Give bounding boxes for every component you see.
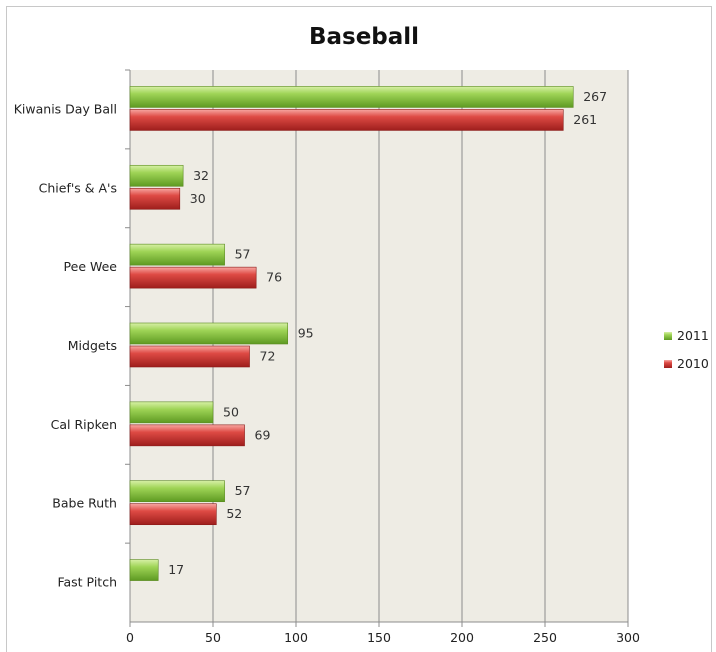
legend-label: 2011 (677, 328, 709, 343)
category-label: Kiwanis Day Ball (14, 101, 117, 116)
category-label: Midgets (68, 338, 117, 353)
bar-2011 (129, 559, 159, 581)
data-label: 32 (193, 168, 209, 183)
bar-2010 (129, 503, 217, 526)
x-tick-label: 200 (450, 630, 474, 645)
x-tick-label: 50 (205, 630, 221, 645)
category-label: Fast Pitch (57, 575, 117, 590)
data-label: 52 (226, 506, 242, 521)
x-tick-label: 150 (367, 630, 391, 645)
category-label: Chief's & A's (39, 180, 117, 195)
data-label: 72 (260, 349, 276, 364)
bar-2010 (129, 187, 181, 210)
chart-title: Baseball (309, 24, 419, 50)
legend-swatch-2011 (664, 332, 672, 340)
data-label: 17 (168, 562, 184, 577)
bar-2010 (129, 109, 564, 131)
bar-2010 (129, 345, 250, 368)
bar-2011 (129, 86, 574, 108)
category-label: Pee Wee (64, 259, 118, 274)
data-label: 267 (583, 89, 607, 104)
bar-2010 (129, 424, 245, 447)
x-tick-label: 100 (284, 630, 308, 645)
data-label: 57 (235, 247, 251, 262)
data-label: 57 (235, 483, 251, 498)
bar-2010 (129, 266, 257, 289)
data-label: 261 (573, 112, 597, 127)
bar-2011 (129, 480, 225, 503)
legend-label: 2010 (677, 356, 709, 371)
category-label: Cal Ripken (51, 417, 117, 432)
data-label: 69 (255, 427, 271, 442)
bar-2011 (129, 322, 288, 345)
chart-frame (6, 6, 712, 652)
data-label: 76 (266, 270, 282, 285)
data-label: 50 (223, 404, 239, 419)
category-label: Babe Ruth (52, 496, 117, 511)
bar-2011 (129, 164, 184, 187)
legend-swatch-2010 (664, 360, 672, 368)
x-tick-label: 250 (533, 630, 557, 645)
bar-2011 (129, 243, 225, 266)
x-tick-label: 0 (126, 630, 134, 645)
bar-2011 (129, 401, 214, 424)
data-label: 30 (190, 191, 206, 206)
data-label: 95 (298, 326, 314, 341)
x-tick-label: 300 (616, 630, 640, 645)
